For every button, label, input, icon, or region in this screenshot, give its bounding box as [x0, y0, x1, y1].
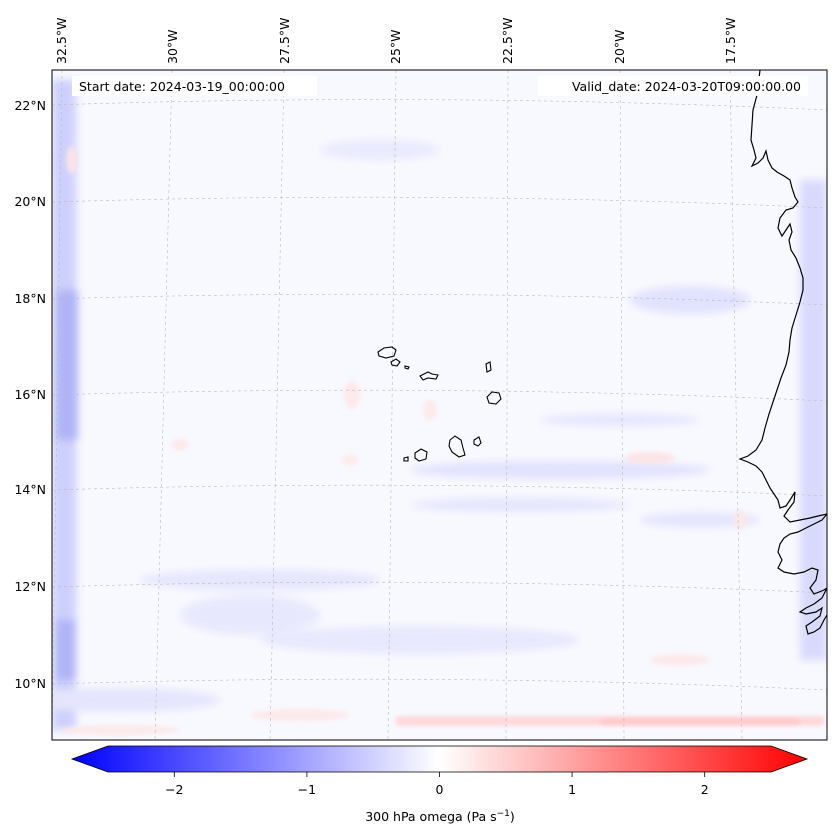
lat-tick-label: 22°N [14, 98, 46, 113]
lat-tick-label: 14°N [14, 482, 46, 497]
start-date-label: Start date: 2024-03-19_00:00:00 [79, 79, 285, 94]
island-sao-vicente [390, 358, 401, 367]
gridline-18n [52, 293, 827, 306]
gridline-20w [619, 70, 625, 740]
lon-tick-label: 32.5°W [54, 18, 69, 64]
lat-tick-label: 20°N [14, 194, 46, 209]
colorbar-label-close: ) [510, 809, 515, 824]
island-fogo [414, 448, 428, 462]
colorbar-tick-label: 1 [568, 782, 576, 797]
gridline-32-5w [52, 70, 63, 740]
longitude-tick-labels: 32.5°W 30°W 27.5°W 25°W 22.5°W 20°W 17.5… [54, 18, 738, 64]
island-sal [485, 361, 492, 373]
gridline-30w [154, 70, 173, 740]
colorbar: −2 −1 0 1 2 300 hPa omega (Pa s−1) [70, 745, 809, 824]
lon-tick-label: 17.5°W [723, 18, 738, 64]
cape-verde-islands [377, 346, 502, 462]
start-date-box [72, 76, 317, 96]
island-maio [473, 436, 482, 447]
island-santa-luzia [404, 365, 410, 370]
west-africa-coastline [738, 70, 827, 635]
colorbar-label-exponent: −1 [497, 809, 510, 819]
valid-date-box [538, 76, 808, 96]
map-panel: Start date: 2024-03-19_00:00:00 Valid_da… [51, 69, 828, 741]
colorbar-tick-label: −1 [298, 782, 316, 797]
gridline-22-5w [505, 70, 509, 740]
latitude-tick-labels: 22°N 20°N 18°N 16°N 14°N 12°N 10°N [14, 98, 46, 691]
lat-tick-label: 16°N [14, 387, 46, 402]
gridline-27-5w [269, 70, 285, 740]
lon-tick-label: 22.5°W [500, 18, 515, 64]
colorbar-tick-label: −2 [165, 782, 183, 797]
colorbar-body [70, 745, 809, 773]
map-frame [51, 69, 828, 741]
gridline-25w [387, 70, 397, 740]
lon-tick-label: 27.5°W [277, 18, 292, 64]
island-sao-nicolau [419, 371, 439, 381]
valid-date-label: Valid_date: 2024-03-20T09:00:00.00 [572, 79, 801, 94]
lon-tick-label: 25°W [388, 29, 403, 64]
omega-field [52, 70, 827, 740]
longitude-gridlines [52, 70, 743, 740]
gridline-16n [52, 389, 827, 402]
colorbar-label: 300 hPa omega (Pa s−1) [365, 809, 515, 824]
gridline-10n [52, 678, 827, 691]
lat-tick-label: 10°N [14, 676, 46, 691]
colorbar-ticks: −2 −1 0 1 2 [165, 772, 709, 797]
colorbar-tick-label: 0 [436, 782, 444, 797]
gridline-20n [52, 196, 827, 209]
gridline-14n [52, 484, 827, 497]
lon-tick-label: 20°W [612, 29, 627, 64]
lat-tick-label: 12°N [14, 579, 46, 594]
island-santiago [448, 435, 466, 458]
gridline-12n [52, 581, 827, 594]
island-brava [403, 456, 409, 462]
colorbar-label-text: 300 hPa omega (Pa s [365, 809, 496, 824]
gridline-22n [52, 99, 827, 111]
latitude-gridlines [52, 99, 827, 691]
gridline-17-5w [729, 70, 743, 740]
island-boa-vista [486, 391, 502, 405]
island-santo-antao [377, 346, 397, 359]
lat-tick-label: 18°N [14, 291, 46, 306]
lon-tick-label: 30°W [165, 29, 180, 64]
colorbar-tick-label: 2 [701, 782, 709, 797]
